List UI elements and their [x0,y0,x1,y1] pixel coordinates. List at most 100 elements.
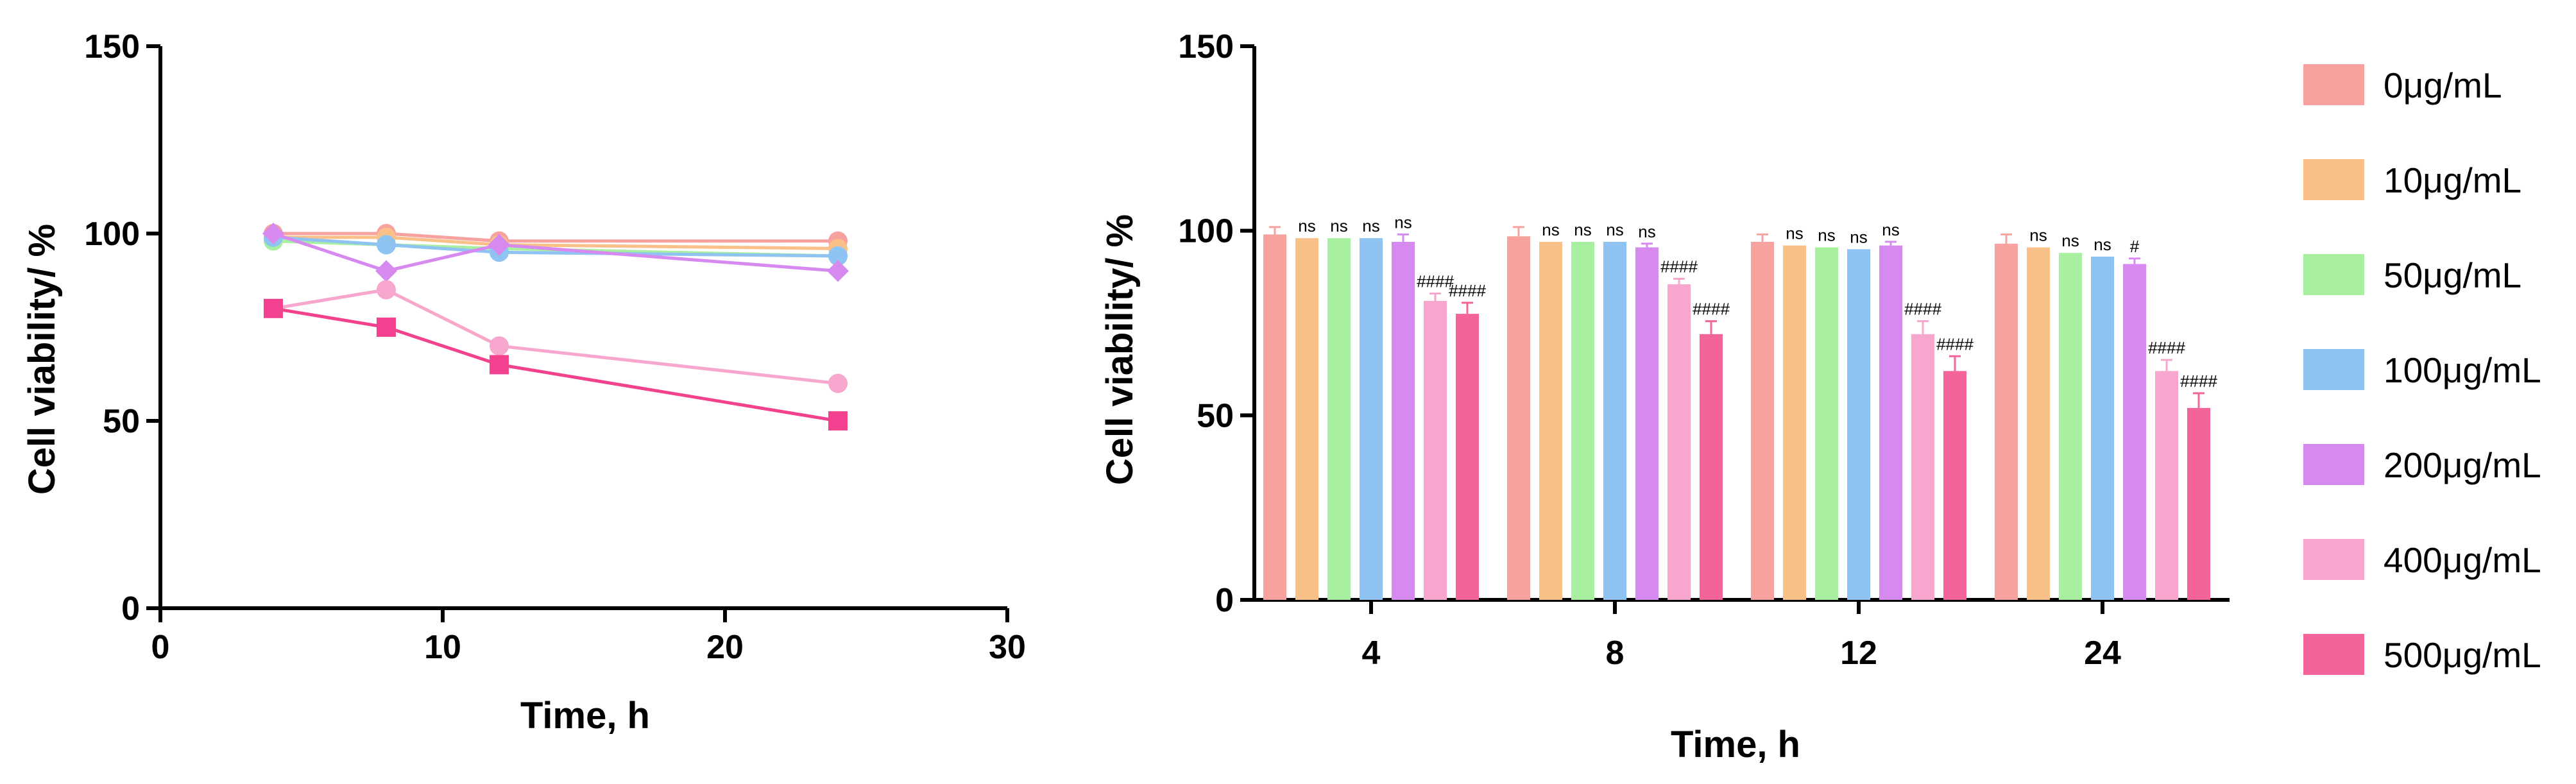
bar [1424,300,1447,600]
significance-label: ns [2061,231,2079,250]
line-series [273,288,839,386]
bar [1815,247,1838,601]
bar-chart-x-axis-title: Time, h [1671,724,1800,765]
line-point [377,235,396,255]
line-chart-y-tick-label: 50 [103,403,140,440]
significance-label: ns [1574,220,1591,239]
bar-chart-y-axis-title: Cell viability/ % [1099,214,1141,485]
bar-chart-x-tick-label: 8 [1606,635,1625,672]
significance-label: ns [1606,220,1623,239]
significance-label: ns [1638,222,1655,241]
legend-swatch [2303,159,2364,200]
line-point [377,318,396,337]
bar [1783,245,1806,600]
line-chart-y-tick-label: 0 [121,590,140,627]
significance-label: ns [1882,220,1899,239]
significance-label: #### [2148,338,2185,357]
line-chart-x-axis-title: Time, h [520,695,650,737]
legend-swatch [2303,539,2364,580]
legend-label: 500μg/mL [2384,635,2541,675]
bar-chart-y-tick-label: 150 [1178,28,1234,65]
line-series [273,239,839,258]
bar [1995,243,2018,600]
bar [1360,238,1383,600]
significance-label: #### [1693,300,1730,319]
legend-swatch [2303,634,2364,675]
line-chart-y-tick-label: 100 [84,216,140,253]
line-chart-x-tick-label: 30 [989,629,1026,666]
legend-swatch [2303,64,2364,105]
bar-chart-bars: ns ns ns ns########ns ns ns ns########ns ns ns ns… [1263,212,2217,601]
line-point [828,373,848,393]
bar-chart-y-tick-label: 50 [1197,397,1234,434]
bar [1751,241,1774,601]
line-point [827,260,849,282]
bar [1456,314,1479,600]
significance-label: #### [1936,334,1974,354]
significance-label: ns [1394,212,1412,232]
legend-label: 50μg/mL [2384,255,2521,295]
bar-chart-y-tick-label: 0 [1215,582,1234,619]
line-series [273,232,839,273]
significance-label: #### [1660,257,1698,276]
significance-label: # [2130,237,2140,256]
significance-label: ns [1362,216,1379,235]
bar [1635,247,1659,601]
line-chart-x-tick-label: 20 [706,629,744,666]
legend-swatch [2303,349,2364,390]
bar-chart-x-tick-label: 12 [1840,635,1877,672]
bar-chart-y-tick-label: 100 [1178,213,1234,250]
bar [1700,334,1723,600]
significance-label: #### [1449,281,1486,300]
line-point [377,280,396,300]
line-series [273,235,839,250]
bar-chart: Cell viability/ % Time, h 0 50 100 150 4 8 12 2… [1099,28,2541,765]
line-series [273,307,839,423]
bar [1943,371,1966,600]
line-chart-y-tick-label: 150 [84,28,140,65]
bar [1603,241,1626,601]
significance-label: ns [1298,216,1315,235]
line-point [262,223,284,244]
line-point [828,246,848,266]
line-series [273,235,839,258]
line-chart-x-tick-label: 0 [151,629,170,666]
bar-chart-x-tick-label: 4 [1362,635,1381,672]
significance-label: #### [2180,371,2217,391]
line-point [375,260,397,282]
line-chart: Cell viability/ % Time, h 0 50 100 150 0 10 20… [21,28,1026,737]
bar [1263,234,1286,600]
significance-label: ns [1542,220,1559,239]
line-chart-axes: 0 50 100 150 0 10 20 30 [84,28,1026,666]
bar [1879,245,1902,600]
significance-label: ns [1818,226,1835,245]
bar [1539,241,1562,601]
legend-label: 100μg/mL [2384,350,2541,390]
bar [1295,238,1318,600]
bar [2187,407,2210,600]
significance-label: #### [1417,271,1454,291]
line-chart-y-axis-title: Cell viability/ % [21,224,63,495]
bar [2091,256,2114,600]
significance-label: ns [1850,227,1867,246]
significance-label: ns [1786,224,1803,243]
line-chart-series [262,223,849,430]
line-point [488,234,510,256]
significance-label: #### [1904,300,1941,319]
bar [2155,371,2178,600]
line-point [828,411,848,430]
bar [1327,238,1351,600]
legend-swatch [2303,444,2364,485]
legend-label: 0μg/mL [2384,65,2502,105]
legend-label: 400μg/mL [2384,540,2541,580]
legend-label: 200μg/mL [2384,445,2541,485]
significance-label: ns [2029,226,2047,245]
significance-label: ns [1330,216,1347,235]
bar [1911,334,1934,600]
bar [2059,253,2082,601]
bar-chart-x-tick-label: 24 [2084,635,2121,672]
bar [1571,241,1594,601]
line-series [273,232,838,243]
line-point [490,355,509,375]
